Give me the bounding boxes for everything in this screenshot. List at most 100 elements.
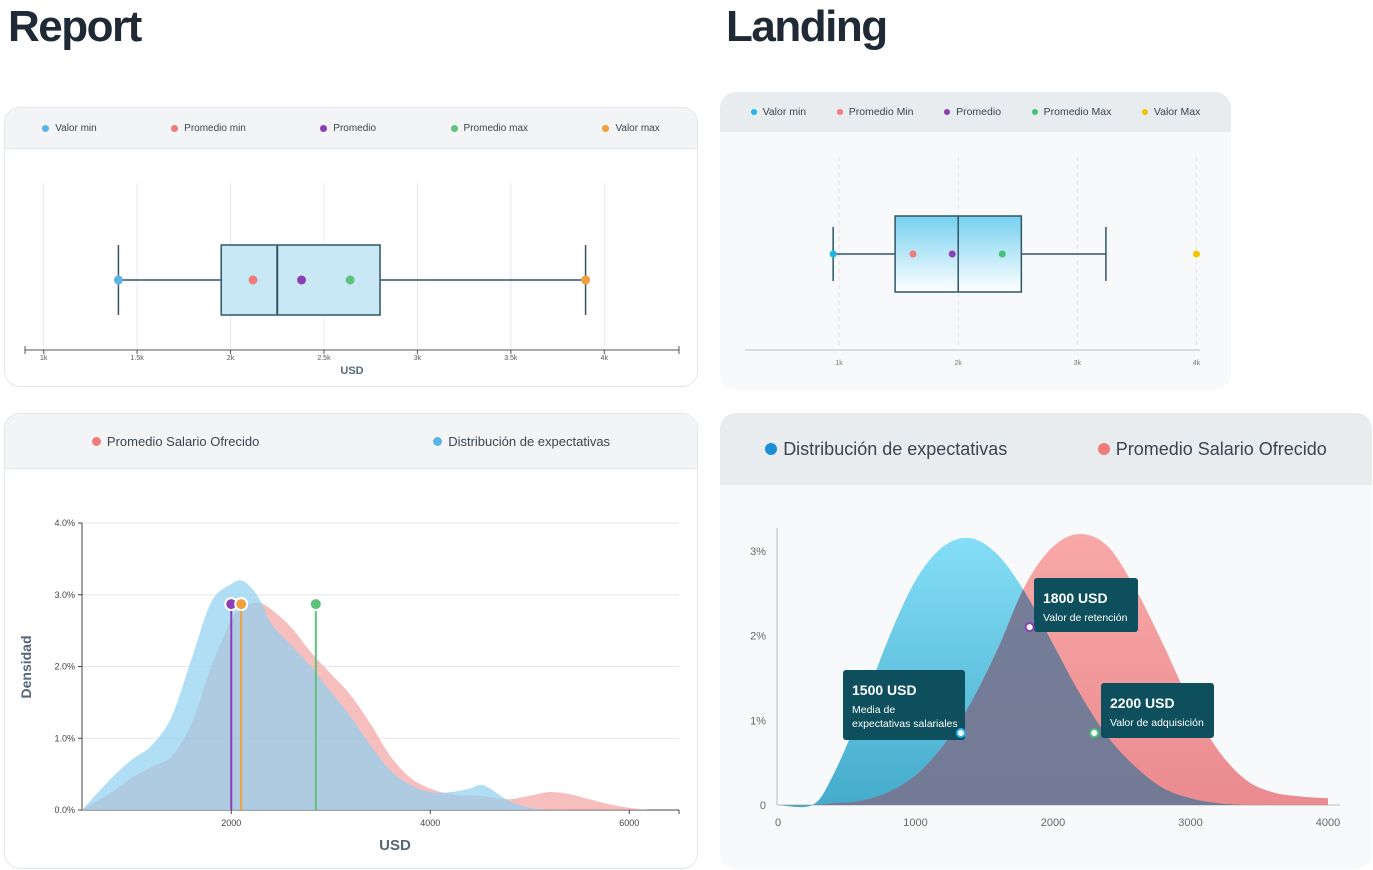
report-boxplot-card: Valor min Promedio min Promedio Promedio ma… [4, 107, 698, 387]
stat-point [248, 275, 258, 285]
x-tick-label: 1000 [903, 817, 927, 829]
y-tick-label: 1% [750, 715, 766, 727]
callout-box [1034, 578, 1138, 632]
landing-boxplot-chart: 1k 2k 3k 4k [745, 157, 1201, 367]
legend-item[interactable]: Valor max [602, 122, 660, 134]
y-tick-label: 2.0% [54, 662, 75, 672]
x-tick-label: 6000 [619, 818, 639, 828]
landing-boxplot-card: Valor min Promedio Min Promedio Promedio Ma… [720, 92, 1231, 390]
legend-label: Valor min [55, 122, 97, 134]
report-boxplot-legend: Valor min Promedio min Promedio Promedio ma… [5, 108, 697, 149]
x-tick-label: 4000 [1316, 817, 1340, 829]
x-tick-label: 2.5k [317, 355, 331, 362]
callout-desc: Valor de retención [1043, 612, 1128, 624]
callout-box [1101, 683, 1214, 738]
legend-label: Promedio Salario Ofrecido [1115, 438, 1327, 459]
legend-label: Promedio min [184, 122, 246, 134]
density-area [82, 580, 650, 811]
x-axis-label: USD [340, 365, 363, 377]
x-tick-label: 3k [414, 355, 422, 362]
stat-point [829, 250, 837, 258]
legend-item[interactable]: Valor min [42, 123, 97, 134]
callout-box [843, 670, 965, 740]
landing-heading: Landing [726, 2, 888, 51]
legend-label: Promedio Salario Ofrecido [106, 433, 260, 449]
legend-label: Valor Max [1153, 106, 1201, 118]
legend-dot [91, 436, 101, 446]
stat-point [948, 250, 956, 258]
legend-dot [602, 124, 610, 132]
legend-item[interactable]: Valor Max [1141, 106, 1201, 118]
legend-item[interactable]: Promedio [320, 123, 376, 134]
legend-dot [836, 109, 843, 115]
x-tick-label: 1.5k [130, 355, 144, 362]
y-tick-label: 0.0% [54, 805, 75, 815]
callout-desc: Media de [852, 704, 895, 716]
legend-dot [171, 124, 179, 132]
x-axis-label: USD [379, 837, 411, 854]
legend-item[interactable]: Promedio Salario Ofrecido [1097, 438, 1327, 460]
landing-density-legend: Distribución de expectativas Promedio Sal… [720, 413, 1372, 485]
legend-dot [320, 124, 328, 132]
legend-label: Promedio [956, 106, 1002, 118]
y-tick-label: 2% [750, 631, 766, 643]
callout-point [1024, 622, 1035, 633]
y-tick-label: 1.0% [54, 733, 75, 743]
legend-label: Distribución de expectativas [783, 438, 1008, 459]
legend-item[interactable]: Promedio Salario Ofrecido [91, 433, 260, 449]
legend-label: Valor min [762, 106, 807, 118]
legend-dot [42, 124, 50, 132]
x-tick-label: 1k [40, 355, 48, 362]
stat-point [1192, 250, 1200, 258]
report-boxplot-chart: 1k 1.5k 2k 2.5k 3k 3.5k 4k USD [24, 183, 680, 377]
y-axis-label: Densidad [18, 635, 34, 698]
x-tick-label: 2000 [221, 818, 241, 828]
landing-density-card: Distribución de expectativas Promedio Sal… [720, 413, 1372, 869]
stat-point [113, 275, 123, 285]
legend-item[interactable]: Distribución de expectativas [765, 439, 1007, 460]
y-tick-label: 3.0% [54, 590, 75, 600]
x-tick-label: 4k [1193, 360, 1201, 367]
legend-label: Promedio max [463, 122, 529, 134]
stat-point [909, 250, 917, 258]
report-density-legend: Promedio Salario Ofrecido Distribución de… [5, 414, 697, 469]
legend-dot [765, 443, 778, 455]
x-tick-label: 3k [1074, 360, 1082, 367]
legend-item[interactable]: Promedio Max [1031, 106, 1111, 118]
legend-label: Valor max [615, 122, 660, 134]
callout-value: 1500 USD [852, 682, 917, 698]
legend-dot [1097, 443, 1110, 455]
x-tick-label: 2000 [1041, 817, 1065, 829]
legend-item[interactable]: Promedio min [171, 123, 246, 134]
report-density-chart: 0.0% 1.0% 2.0% 3.0% 4.0% 2000 4000 6000 USD Densi… [18, 518, 680, 854]
callout-point [1089, 728, 1100, 738]
legend-label: Promedio [333, 122, 377, 134]
legend-label: Distribución de expectativas [448, 433, 611, 449]
x-tick-label: 3000 [1178, 817, 1202, 829]
callout-desc: Valor de adquisición [1110, 717, 1204, 729]
report-heading: Report [8, 2, 142, 51]
callout-value: 1800 USD [1043, 590, 1108, 606]
legend-dot [433, 436, 443, 446]
report-density-card: Promedio Salario Ofrecido Distribución de… [4, 413, 698, 869]
stat-point [297, 275, 307, 285]
y-tick-label: 0 [760, 800, 766, 812]
x-tick-label: 2k [227, 355, 235, 362]
y-tick-label: 3% [750, 546, 766, 558]
stat-point [345, 275, 355, 285]
legend-item[interactable]: Promedio max [450, 122, 529, 134]
landing-boxplot-legend: Valor min Promedio Min Promedio Promedio Ma… [720, 92, 1231, 132]
legend-item[interactable]: Promedio Min [836, 106, 914, 118]
x-tick-label: 1k [835, 360, 843, 367]
callout-value: 2200 USD [1110, 695, 1175, 711]
legend-dot [944, 109, 951, 115]
landing-density-chart: 0 1% 2% 3% 0 1000 2000 3000 4000 1800 USD Valor de… [750, 528, 1340, 829]
x-tick-label: 2k [955, 360, 963, 367]
x-tick-label: 3.5k [504, 355, 518, 362]
legend-item[interactable]: Promedio [944, 106, 1001, 118]
legend-dot [1141, 109, 1148, 115]
legend-item[interactable]: Valor min [750, 106, 807, 118]
y-tick-label: 4.0% [54, 518, 75, 528]
stat-point [998, 250, 1006, 258]
legend-item[interactable]: Distribución de expectativas [433, 434, 610, 449]
